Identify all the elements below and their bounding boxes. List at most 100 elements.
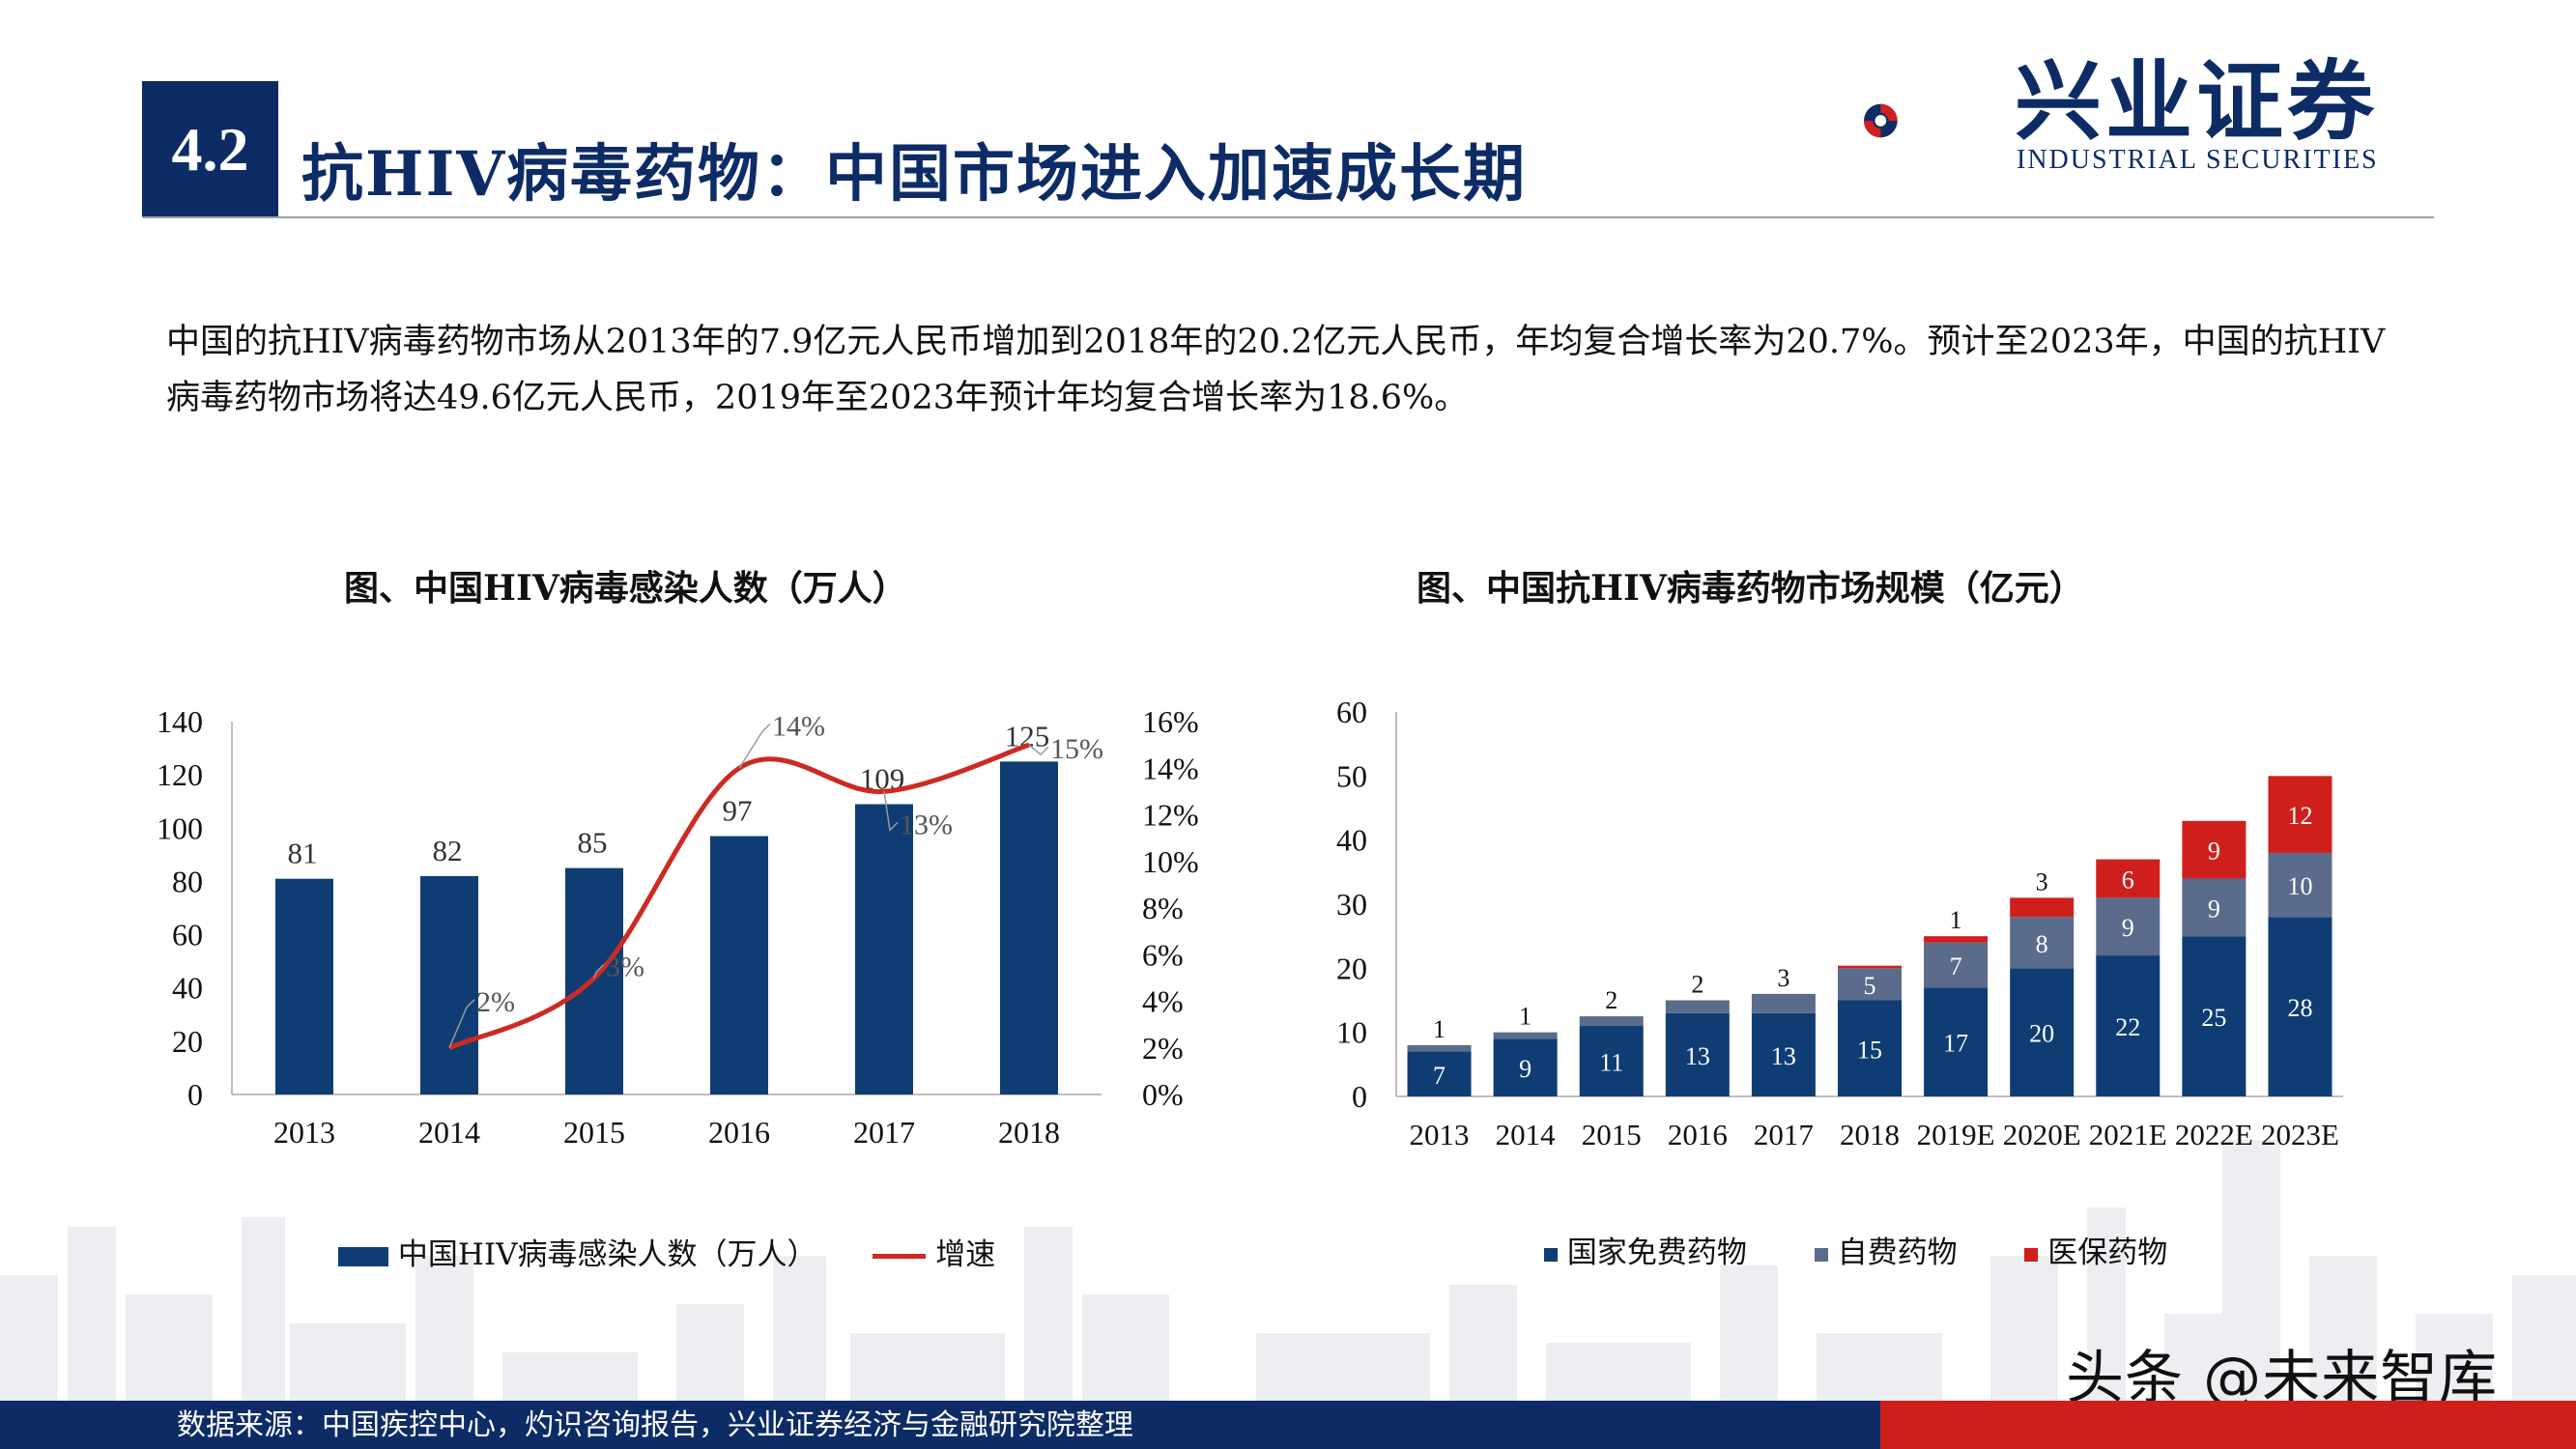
chart1-growth-leader	[738, 723, 771, 769]
chart2-xtick-label: 2018	[1840, 1118, 1900, 1151]
chart2-ytick-label: 0	[1352, 1079, 1367, 1114]
chart1-bar	[275, 878, 333, 1094]
chart2-bar-value: 25	[2201, 1004, 2226, 1032]
chart2-bar-self	[2268, 852, 2333, 918]
chart2-xtick-label: 2019E	[1917, 1118, 1995, 1151]
chart2-bar-value: 13	[1771, 1042, 1796, 1070]
chart2-bar-free	[2268, 917, 2333, 1096]
legend-swatch-bar	[338, 1246, 388, 1266]
chart1-growth-label: 14%	[772, 710, 825, 742]
chart2-bar-self	[2182, 878, 2247, 937]
chart2-bar-insurance	[2096, 859, 2161, 898]
chart1-growth-leader	[1028, 744, 1049, 756]
chart2-xtick-label: 2015	[1582, 1118, 1642, 1151]
chart2-bar-free	[2010, 968, 2075, 1096]
chart1-ytick-label: 60	[172, 918, 203, 952]
chart2-bar-self	[1665, 1000, 1730, 1013]
legend-swatch-insurance	[2024, 1247, 2039, 1262]
chart1-bar	[710, 836, 768, 1094]
legend-swatch-self	[1814, 1247, 1828, 1262]
chart2-ytick-label: 10	[1336, 1015, 1367, 1050]
legend-label-free: 国家免费药物	[1566, 1236, 1747, 1270]
chart2-ytick-label: 60	[1336, 695, 1367, 729]
legend-swatch-line	[873, 1254, 927, 1259]
chart1-y2tick-label: 2%	[1142, 1031, 1184, 1065]
legend-label-growth: 增速	[935, 1237, 996, 1272]
chart1-growth-leader	[883, 791, 899, 832]
chart2-xtick-label: 2014	[1496, 1118, 1557, 1151]
chart1-y2tick-label: 12%	[1142, 798, 1199, 833]
footer-accent	[1880, 1401, 2576, 1449]
chart2-bar-free	[1924, 987, 1989, 1096]
chart1-y2tick-label: 8%	[1142, 891, 1184, 925]
chart2-bar-value: 5	[1864, 972, 1876, 1000]
chart2-ytick-label: 20	[1336, 951, 1367, 985]
chart1-growth-label: 13%	[900, 809, 953, 840]
chart1-bar-value: 85	[578, 826, 608, 860]
chart2-bar-insurance	[2010, 897, 2075, 918]
chart1-ytick-label: 80	[172, 864, 203, 898]
brand-logo-subtitle: INDUSTRIAL SECURITIES	[2017, 145, 2379, 175]
chart1-ytick-label: 20	[172, 1024, 203, 1059]
chart2-bar-value: 20	[2029, 1020, 2054, 1048]
chart2-bar-free	[1838, 1000, 1902, 1096]
brand-logo-text: 兴业证券	[2015, 50, 2378, 153]
chart2-bar-value: 1	[1950, 906, 1962, 934]
chart2-xtick-label: 2016	[1668, 1118, 1728, 1151]
chart2-title: 图、中国抗HIV病毒药物市场规模（亿元）	[1417, 568, 2084, 609]
hiv-infections-chart: 0 20 40 60 80 100 120 140 0% 2% 4% 6% 8% 10% 12% 14% 16%…	[157, 704, 1199, 1150]
chart2-bar-value: 17	[1943, 1030, 1968, 1058]
chart2-bar-self	[1838, 968, 1902, 1001]
chart1-xtick-label: 2015	[563, 1115, 625, 1150]
chart2-bar-free	[1579, 1026, 1644, 1096]
chart2-bar-free	[2096, 955, 2161, 1096]
chart1-ytick-label: 120	[157, 757, 203, 792]
chart2-bar-value: 12	[2287, 802, 2312, 830]
chart2-xtick-label: 2017	[1754, 1118, 1814, 1151]
chart1-y2tick-label: 14%	[1142, 751, 1199, 785]
chart2-bar-value: 7	[1950, 952, 1962, 980]
chart2-bar-value: 7	[1433, 1062, 1445, 1090]
chart2-bar-free	[1751, 1012, 1816, 1096]
legend-swatch-free	[1544, 1247, 1558, 1262]
section-number-box: 4.2	[142, 81, 278, 217]
chart2-bar-self	[1579, 1016, 1644, 1027]
chart2-bar-self	[1407, 1044, 1472, 1052]
chart2-bar-value: 9	[2208, 895, 2220, 923]
chart2-ytick-label: 30	[1336, 887, 1367, 922]
chart2-bar-self	[1751, 993, 1816, 1013]
legend-label-self: 自费药物	[1837, 1236, 1958, 1270]
chart1-growth-label: 2%	[476, 986, 515, 1018]
chart2-bar-value: 3	[1777, 964, 1789, 992]
chart2-bar-free	[2182, 936, 2247, 1096]
chart2-bar-free	[1407, 1051, 1472, 1096]
chart1-ytick-label: 40	[172, 971, 203, 1006]
chart2-bar-value: 2	[1691, 971, 1703, 999]
footer-source: 数据来源：中国疾控中心，灼识咨询报告，兴业证券经济与金融研究院整理	[177, 1408, 1133, 1442]
chart2-bar-value: 15	[1857, 1036, 1882, 1064]
chart2-legend: 国家免费药物 自费药物 医保药物	[1544, 1228, 2167, 1271]
chart2-bar-self	[1924, 942, 1989, 988]
chart1-bar-value: 81	[288, 837, 318, 870]
drug-market-chart: 0102030405060201371201491201511220161322…	[1336, 695, 2343, 1151]
chart2-xtick-label: 2023E	[2261, 1118, 2339, 1151]
chart2-bar-value: 9	[1519, 1055, 1531, 1083]
chart1-xtick-label: 2014	[418, 1115, 480, 1150]
chart1-bar	[1000, 761, 1058, 1094]
chart1-title: 图、中国HIV病毒感染人数（万人）	[344, 568, 907, 609]
chart2-bar-value: 8	[2036, 930, 2048, 958]
chart2-xtick-label: 2013	[1410, 1118, 1470, 1151]
chart2-bar-value: 9	[2208, 838, 2220, 866]
chart2-bar-value: 1	[1433, 1015, 1445, 1043]
chart2-bar-value: 10	[2287, 872, 2312, 900]
chart1-growth-leader	[448, 999, 475, 1049]
chart1-xtick-label: 2017	[853, 1115, 915, 1150]
chart1-growth-label: 3%	[606, 951, 644, 982]
chart1-growth-leader	[593, 963, 605, 979]
chart2-bar-self	[2010, 917, 2075, 969]
chart2-bar-free	[1665, 1012, 1730, 1096]
chart1-y2tick-label: 4%	[1142, 984, 1184, 1019]
header-rule	[142, 216, 2434, 218]
chart2-ytick-label: 50	[1336, 758, 1367, 793]
chart2-ytick-label: 40	[1336, 823, 1367, 858]
